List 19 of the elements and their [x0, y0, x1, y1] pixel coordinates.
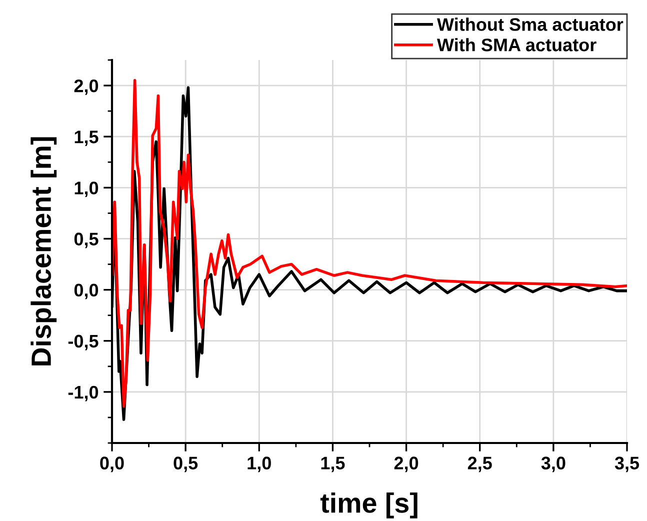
x-tick-label: 1,0 [248, 456, 271, 472]
y-axis-title: Displacement [m] [30, 137, 57, 366]
x-tick-label: 3,0 [541, 456, 566, 472]
legend-label: Without Sma actuator [436, 18, 624, 31]
y-tick-label: -0,5 [68, 334, 98, 350]
x-axis-title: time [s] [320, 492, 418, 518]
x-tick-label: 2,5 [468, 456, 492, 472]
x-tick-label: 3,5 [614, 456, 640, 472]
legend-label: With SMA actuator [436, 38, 596, 52]
y-tick-label: 0,0 [74, 284, 98, 300]
x-tick-label: 0,5 [174, 456, 198, 472]
y-tick-label: 1,0 [74, 182, 98, 198]
x-tick-label: 1,5 [321, 456, 345, 472]
x-tick-label: 0,0 [100, 456, 124, 472]
y-tick-label: -1,0 [68, 386, 98, 402]
x-tick-label: 2,0 [394, 456, 418, 472]
y-tick-label: 1,5 [74, 130, 98, 146]
y-tick-label: 0,5 [74, 232, 98, 248]
y-tick-label: 2,0 [74, 79, 98, 95]
